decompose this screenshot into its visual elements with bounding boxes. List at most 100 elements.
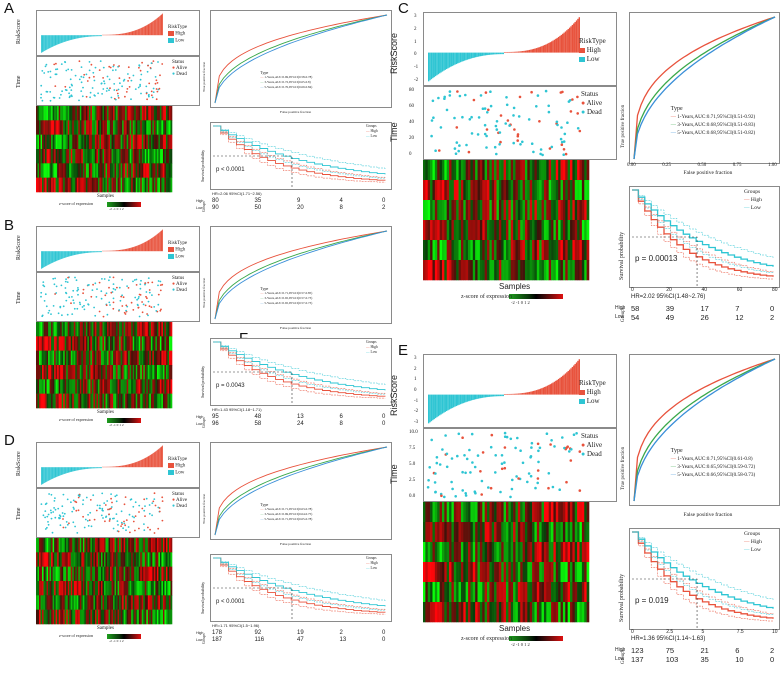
riskscore-bar	[130, 247, 132, 252]
heatmap-cell	[479, 562, 483, 583]
heatmap-cell	[60, 365, 62, 380]
heatmap-cell	[427, 562, 431, 583]
heatmap-cell	[501, 240, 504, 261]
heatmap-cell	[551, 200, 554, 221]
heatmap-cell	[76, 149, 79, 164]
heatmap-cell	[579, 200, 583, 221]
legend-swatch	[579, 57, 585, 63]
roc-plot	[210, 226, 392, 324]
heatmap-cell	[570, 502, 573, 523]
heatmap-cell	[138, 566, 141, 582]
heatmap-cell	[88, 106, 91, 121]
heatmap-cell	[128, 350, 130, 366]
km-legend-low: — Low	[366, 566, 378, 570]
time-point	[117, 97, 120, 99]
heatmap-cell	[78, 134, 81, 150]
heatmap-cell	[91, 393, 94, 409]
heatmap-cell	[453, 542, 457, 563]
heatmap-cell	[491, 160, 495, 181]
heatmap-cell	[444, 180, 448, 201]
heatmap-cell	[427, 240, 431, 261]
risk-count: 13	[297, 414, 304, 420]
heatmap-cell	[144, 134, 147, 150]
heatmap-cell	[496, 582, 500, 603]
time-tick: 2.5	[409, 478, 416, 483]
heatmap-cell	[491, 502, 495, 523]
heatmap-cell	[555, 562, 559, 583]
km-x-tick: 0	[631, 287, 634, 293]
heatmap-cell	[147, 393, 150, 409]
zscore-label: z-score of expression	[59, 417, 93, 422]
riskscore-bar	[73, 35, 74, 40]
riskscore-bar	[73, 251, 75, 256]
heatmap-cell	[161, 163, 164, 178]
km-step-line	[213, 125, 386, 179]
time-point	[142, 303, 145, 306]
status-alive: ● Alive	[581, 441, 603, 449]
heatmap-cell	[515, 240, 519, 261]
heatmap-cell	[100, 609, 103, 625]
risk-row-label: High	[196, 199, 204, 203]
line-swatch-icon: —	[260, 295, 265, 300]
status-legend: Status ● Alive ● Dead	[581, 90, 602, 117]
heatmap-cell	[70, 393, 73, 409]
heatmap-cell	[113, 552, 115, 567]
heatmap-cell	[54, 379, 56, 394]
heatmap-cell	[152, 120, 155, 135]
roc-legend-title: Type	[260, 69, 269, 75]
riskscore-bar	[118, 250, 119, 252]
riskscore-bar	[149, 455, 151, 468]
heatmap-cell	[119, 322, 121, 337]
heatmap-cell	[134, 106, 137, 121]
heatmap-cell	[539, 200, 542, 221]
heatmap-cell	[57, 322, 59, 337]
heatmap-cell	[510, 542, 514, 563]
heatmap-cell	[135, 322, 138, 337]
time-point	[476, 454, 480, 457]
heatmap-cell	[539, 180, 542, 201]
heatmap-cell	[463, 180, 466, 201]
time-point	[81, 95, 84, 98]
km-step-line	[632, 531, 774, 616]
time-point	[158, 507, 161, 509]
time-point	[153, 532, 156, 534]
riskscore-bar	[519, 393, 521, 395]
time-point	[505, 103, 509, 107]
heatmap-cell	[141, 322, 144, 337]
heatmap-cell	[72, 552, 75, 567]
time-point	[105, 516, 107, 518]
zscore-label: z-score of expression	[461, 294, 512, 300]
heatmap-cell	[460, 562, 464, 583]
heatmap-cell	[162, 106, 165, 121]
heatmap-cell	[546, 602, 549, 623]
risk-count: 21	[700, 646, 709, 655]
heatmap-cell	[137, 149, 140, 164]
roc-legend: Type — 1-Years,AUC:0.71,95%CI(0.63-0.78) —…	[260, 502, 312, 522]
heatmap-cell	[125, 149, 127, 164]
status-dot-icon: ●	[172, 66, 176, 71]
riskscore-bar	[50, 251, 52, 264]
heatmap-cell	[155, 106, 158, 121]
heatmap-cell	[482, 602, 485, 623]
legend-swatch	[168, 470, 174, 476]
heatmap-cell	[572, 260, 576, 281]
heatmap-cell	[110, 581, 112, 596]
riskscore-bar	[487, 52, 489, 55]
heatmap-cell	[551, 160, 554, 181]
riskscore-bar	[473, 52, 475, 58]
heatmap-cell	[64, 163, 67, 178]
heatmap-cell	[87, 552, 90, 567]
riskscore-bar	[566, 30, 568, 53]
heatmap-cell	[425, 160, 429, 181]
heatmap-cell	[482, 502, 485, 523]
heatmap-cell	[524, 220, 528, 241]
heatmap-cell	[520, 180, 523, 201]
heatmap-cell	[76, 177, 79, 193]
heatmap-cell	[152, 566, 155, 582]
heatmap-cell	[162, 393, 165, 409]
heatmap-cell	[156, 134, 159, 150]
heatmap-cell	[577, 502, 580, 523]
heatmap-cell	[503, 180, 507, 201]
heatmap-cell	[82, 336, 85, 351]
heatmap-cell	[69, 379, 72, 394]
